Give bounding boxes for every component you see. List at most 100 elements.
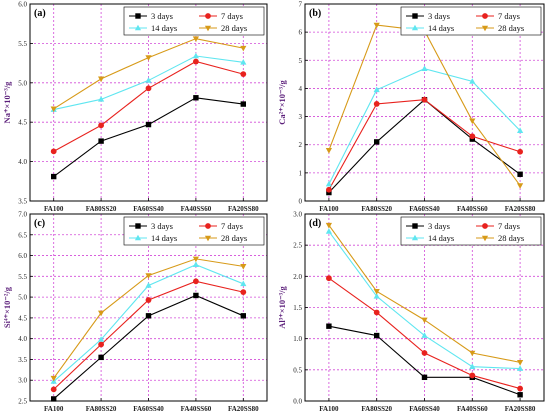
x-tick-label: FA20SS80 — [228, 205, 259, 213]
data-point — [145, 297, 152, 303]
x-tick-label: FA20SS80 — [505, 205, 536, 213]
panel-2: 0 1 2 3 4 5 6 7 FA100 FA80SS20 FA60SS40 FA40SS60 FA2… — [277, 1, 545, 213]
legend-entry: 7 days — [498, 221, 520, 231]
legend-swatch-marker — [134, 234, 142, 241]
data-point — [517, 385, 523, 392]
data-point — [325, 180, 332, 187]
x-tick-label: FA40SS60 — [457, 405, 488, 413]
data-point — [98, 336, 105, 342]
legend-swatch-marker — [134, 24, 142, 31]
data-point — [98, 96, 105, 102]
legend-swatch-marker — [412, 13, 418, 19]
legend-entry: 14 days — [428, 23, 454, 33]
data-point — [145, 55, 152, 61]
axes-frame — [29, 213, 268, 402]
panel-label: (b) — [309, 8, 321, 19]
data-point — [50, 375, 57, 382]
y-tick-label: 0.5 — [293, 366, 302, 374]
legend-swatch-marker — [482, 223, 488, 229]
data-point — [325, 228, 332, 234]
y-tick-label: 1.5 — [293, 304, 302, 312]
data-point — [326, 275, 332, 282]
data-point — [421, 65, 428, 72]
data-point — [193, 278, 199, 285]
data-point — [517, 148, 523, 155]
data-point — [240, 59, 247, 65]
y-tick-label: 0 — [299, 198, 303, 206]
data-point — [469, 78, 476, 84]
data-point — [145, 282, 152, 288]
data-point — [517, 183, 524, 189]
data-point — [51, 173, 57, 180]
data-point — [373, 288, 380, 295]
y-tick-label: 5.0 — [18, 79, 27, 87]
data-point — [145, 77, 152, 83]
y-tick-label: 4.5 — [18, 314, 27, 322]
x-tick-label: FA60SS40 — [133, 405, 164, 413]
x-tick-label: FA40SS60 — [181, 405, 212, 413]
data-point — [240, 280, 247, 287]
x-tick-label: FA80SS20 — [86, 405, 117, 413]
data-point — [469, 363, 476, 370]
y-tick-label: 6.5 — [18, 231, 27, 239]
legend-entry: 14 days — [151, 233, 177, 243]
y-tick-label: 1 — [299, 169, 303, 177]
y-tick-label: 2.0 — [293, 273, 302, 281]
legend: 3 days 7 days 14 days 28 days — [123, 6, 265, 36]
data-point — [421, 332, 428, 338]
legend-entry: 28 days — [221, 233, 247, 243]
data-point — [373, 309, 380, 316]
data-point — [145, 121, 152, 128]
data-point — [517, 127, 524, 133]
data-point — [98, 354, 104, 361]
data-point — [469, 372, 476, 379]
legend-box — [123, 216, 265, 246]
legend-entry: 3 days — [428, 11, 450, 21]
y-axis-label: Si⁴⁺×10⁻²/g — [2, 286, 12, 328]
x-tick-label: FA60SS40 — [409, 205, 440, 213]
y-tick-label: 4.5 — [18, 119, 27, 127]
data-point — [374, 139, 380, 145]
legend-entry: 28 days — [498, 23, 524, 33]
legend-box — [400, 216, 542, 246]
data-point — [98, 341, 104, 348]
legend-swatch-marker — [205, 13, 211, 19]
y-tick-label: 1.0 — [293, 335, 302, 343]
x-tick-label: FA80SS20 — [86, 205, 117, 213]
legend-entry: 3 days — [151, 11, 173, 21]
data-point — [145, 313, 152, 319]
y-axis-label: Na⁺×10⁻³/g — [2, 81, 12, 124]
data-point — [51, 396, 57, 402]
panel-4: 0.0 0.5 1.0 1.5 2.0 2.5 3.0 FA100 FA80SS20 FA60SS… — [277, 211, 545, 413]
legend-swatch-marker — [412, 223, 418, 229]
y-tick-label: 2.5 — [18, 398, 27, 406]
axes-frame — [304, 213, 545, 402]
data-point — [325, 222, 332, 229]
x-tick-label: FA60SS40 — [133, 205, 164, 213]
y-tick-label: 6 — [299, 29, 303, 37]
y-tick-label: 5 — [299, 57, 303, 65]
legend-swatch-marker — [481, 235, 489, 242]
data-point — [326, 186, 332, 193]
legend-entry: 3 days — [151, 221, 173, 231]
data-point — [240, 71, 247, 78]
panel-label: (d) — [309, 218, 321, 229]
y-tick-label: 7.0 — [18, 211, 27, 219]
x-tick-label: FA60SS40 — [409, 405, 440, 413]
data-point — [240, 101, 246, 107]
data-point — [240, 45, 247, 52]
legend-swatch-marker — [204, 235, 212, 242]
data-point — [193, 58, 199, 65]
data-point — [98, 76, 105, 83]
legend-entry: 7 days — [221, 11, 243, 21]
data-point — [50, 106, 57, 113]
data-point — [145, 85, 152, 92]
y-tick-label: 6.0 — [18, 1, 27, 9]
data-point — [469, 350, 476, 357]
data-point — [517, 392, 523, 398]
legend-entry: 28 days — [221, 23, 247, 33]
x-tick-label: FA100 — [44, 405, 64, 413]
y-tick-label: 5.5 — [18, 273, 27, 281]
data-point — [326, 323, 332, 329]
